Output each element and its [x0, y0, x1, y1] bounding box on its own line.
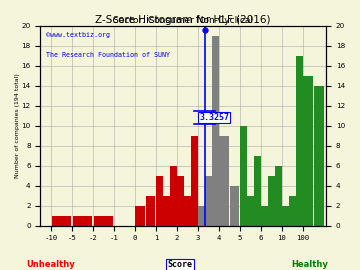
Bar [135, 206, 145, 226]
Bar [240, 126, 247, 226]
Bar [146, 196, 156, 226]
Text: ©www.textbiz.org: ©www.textbiz.org [46, 32, 110, 38]
Bar [314, 86, 324, 226]
Bar [191, 136, 198, 226]
Text: 3.3257: 3.3257 [199, 113, 229, 122]
Bar [254, 156, 261, 226]
Text: Score: Score [167, 260, 193, 269]
Bar [296, 56, 303, 226]
Bar [230, 186, 239, 226]
Y-axis label: Number of companies (194 total): Number of companies (194 total) [15, 73, 20, 178]
Bar [163, 196, 170, 226]
Bar [170, 166, 177, 226]
Bar [73, 216, 92, 226]
Text: The Research Foundation of SUNY: The Research Foundation of SUNY [46, 52, 170, 58]
Bar [205, 176, 212, 226]
Bar [303, 76, 313, 226]
Title: Z-Score Histogram for HLF (2016): Z-Score Histogram for HLF (2016) [95, 15, 271, 25]
Bar [289, 196, 296, 226]
Bar [156, 176, 163, 226]
Bar [261, 206, 267, 226]
Bar [219, 136, 229, 226]
Bar [177, 176, 184, 226]
Bar [198, 206, 204, 226]
Bar [94, 216, 113, 226]
Text: Healthy: Healthy [291, 260, 328, 269]
Bar [184, 196, 190, 226]
Bar [212, 36, 219, 226]
Bar [282, 206, 289, 226]
Bar [275, 166, 282, 226]
Bar [268, 176, 275, 226]
Bar [247, 196, 254, 226]
Text: Sector: Consumer Non-Cyclical: Sector: Consumer Non-Cyclical [113, 16, 253, 25]
Bar [52, 216, 71, 226]
Text: Unhealthy: Unhealthy [26, 260, 75, 269]
